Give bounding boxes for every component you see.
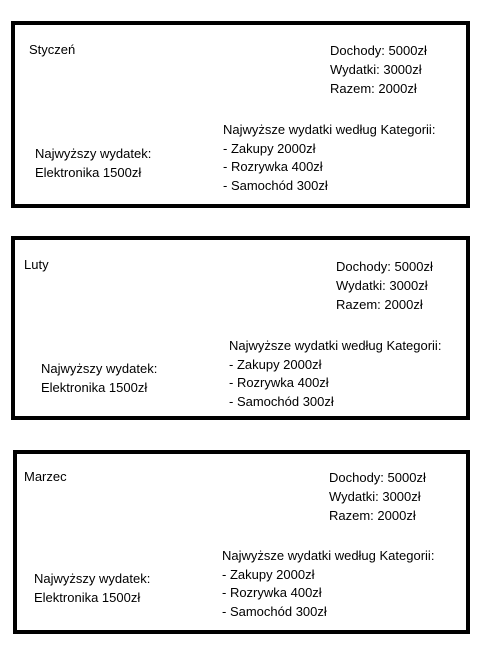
category-item: - Rozrywka 400zł (223, 159, 323, 174)
expenses-text: Wydatki: 3000zł (336, 278, 428, 293)
month-title: Luty (24, 257, 49, 272)
expenses-text: Wydatki: 3000zł (329, 489, 421, 504)
category-item: - Samochód 300zł (229, 393, 334, 409)
expenses-text: Wydatki: 3000zł (330, 62, 422, 77)
category-item: - Samochód 300zł (223, 177, 328, 193)
category-item: - Rozrywka 400zł (229, 375, 329, 390)
total-text: Razem: 2000zł (329, 508, 416, 523)
income-text: Dochody: 5000zł (330, 43, 427, 58)
category-item: - Rozrywka 400zł (222, 585, 322, 600)
top-expense-label: Najwyższy wydatek: (41, 361, 158, 376)
category-item: - Zakupy 2000zł (229, 356, 322, 372)
month-card-march: Marzec Dochody: 5000zł Wydatki: 3000zł R… (13, 450, 470, 634)
top-expense-value: Elektronika 1500zł (34, 590, 141, 605)
categories-title: Najwyższe wydatki według Kategorii: (222, 548, 435, 563)
category-item: - Zakupy 2000zł (223, 140, 316, 156)
categories-title: Najwyższe wydatki według Kategorii: (223, 122, 436, 137)
top-expense-label: Najwyższy wydatek: (34, 571, 151, 586)
month-title: Styczeń (29, 42, 76, 57)
month-summary: Dochody: 5000zł Wydatki: 3000zł Razem: 2… (330, 41, 427, 98)
top-expense-value: Elektronika 1500zł (35, 165, 142, 180)
top-expense-label: Najwyższy wydatek: (35, 146, 152, 161)
category-item: - Samochód 300zł (222, 603, 327, 619)
month-summary: Dochody: 5000zł Wydatki: 3000zł Razem: 2… (329, 468, 426, 525)
top-categories: Najwyższe wydatki według Kategorii: - Za… (229, 337, 441, 411)
month-card-february: Luty Dochody: 5000zł Wydatki: 3000zł Raz… (11, 236, 470, 420)
categories-title: Najwyższe wydatki według Kategorii: (229, 338, 442, 353)
month-summary: Dochody: 5000zł Wydatki: 3000zł Razem: 2… (336, 257, 433, 314)
category-item: - Zakupy 2000zł (222, 566, 315, 582)
income-text: Dochody: 5000zł (329, 470, 426, 485)
total-text: Razem: 2000zł (336, 297, 423, 312)
top-expense: Najwyższy wydatek: Elektronika 1500zł (35, 144, 151, 182)
top-expense-value: Elektronika 1500zł (41, 380, 148, 395)
top-expense: Najwyższy wydatek: Elektronika 1500zł (41, 359, 157, 397)
top-categories: Najwyższe wydatki według Kategorii: - Za… (222, 547, 434, 621)
total-text: Razem: 2000zł (330, 81, 417, 96)
top-categories: Najwyższe wydatki według Kategorii: - Za… (223, 121, 435, 195)
top-expense: Najwyższy wydatek: Elektronika 1500zł (34, 569, 150, 607)
month-card-january: Styczeń Dochody: 5000zł Wydatki: 3000zł … (11, 21, 470, 208)
income-text: Dochody: 5000zł (336, 259, 433, 274)
month-title: Marzec (24, 469, 67, 484)
